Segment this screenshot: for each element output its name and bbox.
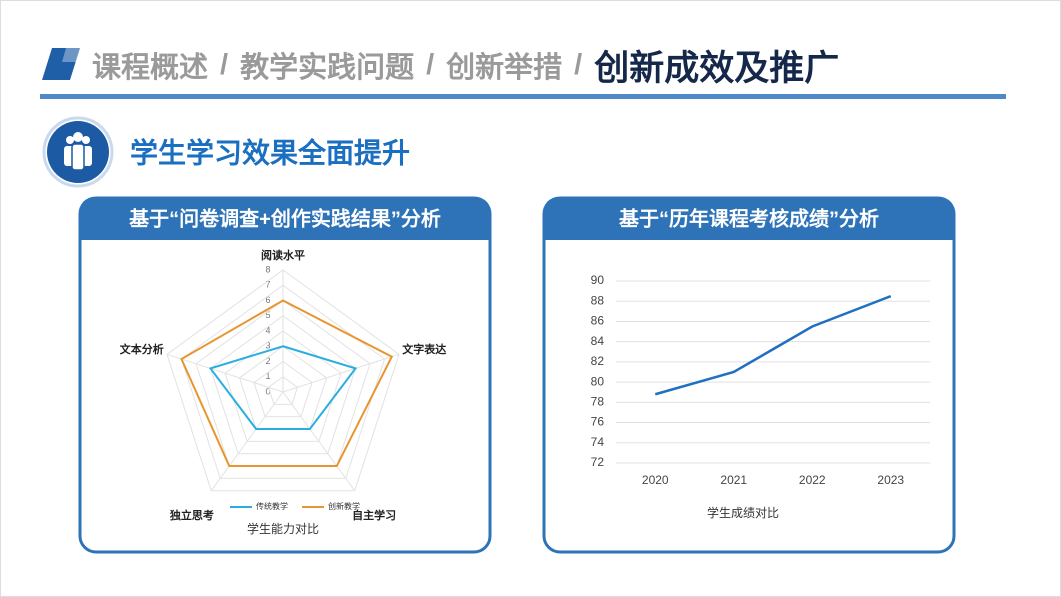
section-icon-ring [42,116,114,188]
y-tick-label: 86 [591,314,605,328]
r-tick-label: 5 [265,310,270,320]
panel-title: 基于“问卷调查+创作实践结果”分析 [129,206,441,230]
header-icon [42,48,80,80]
r-tick-label: 6 [265,295,270,305]
grid-ring [253,360,313,418]
r-tick-label: 8 [265,264,270,274]
x-tick-label: 2021 [720,473,747,487]
r-tick-label: 3 [265,341,270,351]
axis-label: 文本分析 [120,342,164,356]
axis-label: 文字表达 [402,342,446,356]
chart-caption: 学生成绩对比 [707,505,779,520]
y-tick-label: 78 [591,395,605,409]
axis-label: 阅读水平 [261,248,305,262]
x-tick-label: 2020 [642,473,669,487]
r-tick-label: 7 [265,280,270,290]
grid-ring [224,330,342,442]
header-icon-accent [62,48,80,62]
y-tick-label: 82 [591,354,605,368]
panel-left [78,196,492,554]
breadcrumb-item: 创新举措 [446,52,563,84]
header-rule [40,94,1006,99]
chart-caption: 学生能力对比 [247,521,319,536]
spoke [210,391,284,491]
radar-series [208,345,358,431]
section-title: 学生学习效果全面提升 [130,136,410,168]
grid-ring [166,269,400,492]
breadcrumb-current: 创新成效及推广 [594,48,840,88]
breadcrumb: 课程概述 / 教学实践问题 / 创新举措 / 创新成效及推广 [92,40,851,90]
y-tick-label: 84 [591,334,605,348]
grid-ring [267,376,299,405]
y-tick-label: 76 [591,415,605,429]
breadcrumb-item: 教学实践问题 [240,52,415,84]
panel-title: 基于“历年课程考核成绩”分析 [619,206,879,230]
axis-label: 自主学习 [352,508,396,522]
breadcrumb-item: 课程概述 [92,52,209,84]
breadcrumb-separator: / [574,48,583,81]
y-tick-label: 88 [591,293,605,307]
grid-ring [180,284,386,479]
people-icon [64,132,92,171]
y-tick-label: 74 [591,435,605,449]
axis-label: 独立思考 [169,508,214,522]
legend-label: 创新教学 [328,501,360,511]
spoke [282,391,356,491]
y-tick-label: 90 [591,273,605,287]
line-series [654,295,892,396]
r-tick-label: 2 [265,356,270,366]
grid-ring [209,315,357,455]
y-tick-label: 72 [591,455,605,469]
panel-right [542,196,956,554]
y-tick-label: 80 [591,374,605,388]
x-tick-label: 2023 [877,473,904,487]
radar-series [180,299,394,468]
breadcrumb-separator: / [426,48,435,81]
r-tick-label: 0 [265,386,270,396]
breadcrumb-separator: / [220,48,229,81]
r-tick-label: 1 [265,371,270,381]
spoke [166,353,284,393]
spoke [282,353,400,393]
r-tick-label: 4 [265,325,270,335]
legend-label: 传统教学 [256,501,288,511]
x-tick-label: 2022 [799,473,826,487]
